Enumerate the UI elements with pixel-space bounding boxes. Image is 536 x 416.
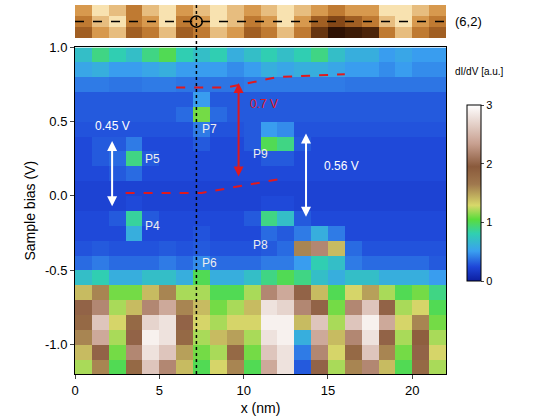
svg-text:0.56 V: 0.56 V — [324, 159, 359, 173]
svg-text:P4: P4 — [145, 219, 160, 233]
svg-text:P9: P9 — [253, 147, 268, 161]
svg-text:0: 0 — [71, 383, 78, 398]
svg-text:0.7 V: 0.7 V — [250, 97, 278, 111]
svg-text:-1.0: -1.0 — [45, 337, 67, 352]
svg-text:P8: P8 — [253, 238, 268, 252]
svg-text:P7: P7 — [202, 122, 217, 136]
svg-text:Sample bias (V): Sample bias (V) — [22, 161, 38, 261]
svg-text:0.5: 0.5 — [49, 114, 67, 129]
svg-text:0: 0 — [486, 275, 492, 287]
svg-text:x (nm): x (nm) — [241, 400, 281, 416]
svg-text:-0.5: -0.5 — [45, 263, 67, 278]
svg-text:P5: P5 — [145, 152, 160, 166]
svg-text:3: 3 — [486, 99, 492, 111]
svg-text:dI/dV [a.u.]: dI/dV [a.u.] — [455, 66, 504, 77]
svg-text:5: 5 — [156, 383, 163, 398]
svg-text:(6,2): (6,2) — [455, 14, 482, 29]
svg-text:0.45 V: 0.45 V — [95, 119, 130, 133]
svg-text:0.0: 0.0 — [49, 188, 67, 203]
svg-text:20: 20 — [405, 383, 419, 398]
svg-text:10: 10 — [236, 383, 250, 398]
svg-text:1: 1 — [486, 216, 492, 228]
svg-text:2: 2 — [486, 158, 492, 170]
svg-text:15: 15 — [321, 383, 335, 398]
svg-text:1.0: 1.0 — [49, 40, 67, 55]
svg-text:P6: P6 — [202, 256, 217, 270]
